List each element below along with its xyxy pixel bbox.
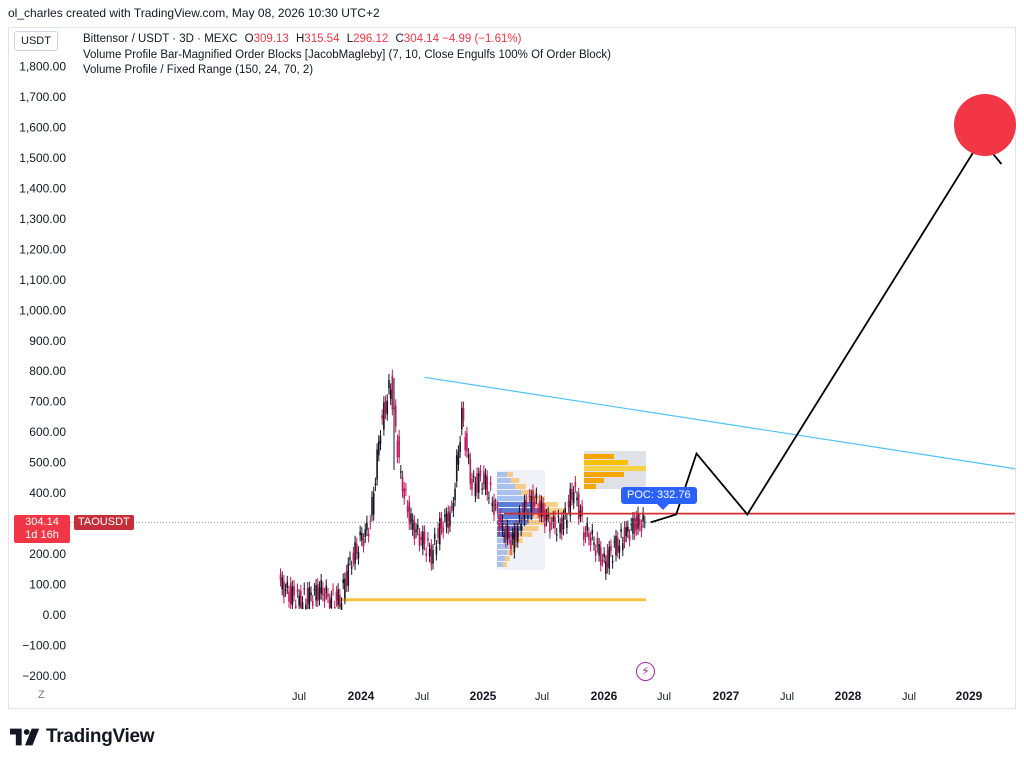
high-label: H	[295, 33, 305, 45]
low-label: L	[346, 33, 354, 45]
open-value: 309.13	[253, 33, 289, 45]
tradingview-logo-icon	[10, 728, 40, 746]
close-label: C	[395, 33, 404, 45]
scale-mode-toggle[interactable]: Z	[38, 689, 45, 701]
bar-countdown: 1d 16h	[25, 529, 59, 541]
indicator-legend-order-blocks[interactable]: Volume Profile Bar-Magnified Order Block…	[83, 49, 611, 61]
poc-label: POC: 332.76	[621, 487, 697, 510]
brand-name: TradingView	[46, 726, 155, 747]
change-value: −4.99 (−1.61%)	[442, 33, 522, 45]
currency-button[interactable]: USDT	[14, 31, 58, 51]
high-value: 315.54	[304, 33, 340, 45]
symbol-legend[interactable]: Bittensor / USDT · 3D · MEXC O309.13 H31…	[83, 33, 521, 45]
indicator-legend-volume-profile[interactable]: Volume Profile / Fixed Range (150, 24, 7…	[83, 64, 314, 76]
tradingview-logo[interactable]: TradingView	[10, 726, 155, 748]
last-price-tag: 304.14 1d 16h	[14, 515, 70, 543]
open-label: O	[244, 33, 254, 45]
chart-pane[interactable]	[8, 27, 1016, 709]
attribution-text: ol_charles created with TradingView.com,…	[8, 6, 380, 20]
lightning-icon[interactable]: ⚡	[636, 662, 655, 681]
last-price-value: 304.14	[25, 516, 59, 528]
ticker-tag: TAOUSDT	[74, 515, 134, 530]
close-value: 304.14	[403, 33, 439, 45]
low-value: 296.12	[353, 33, 389, 45]
symbol-name: Bittensor / USDT · 3D · MEXC	[83, 33, 238, 45]
